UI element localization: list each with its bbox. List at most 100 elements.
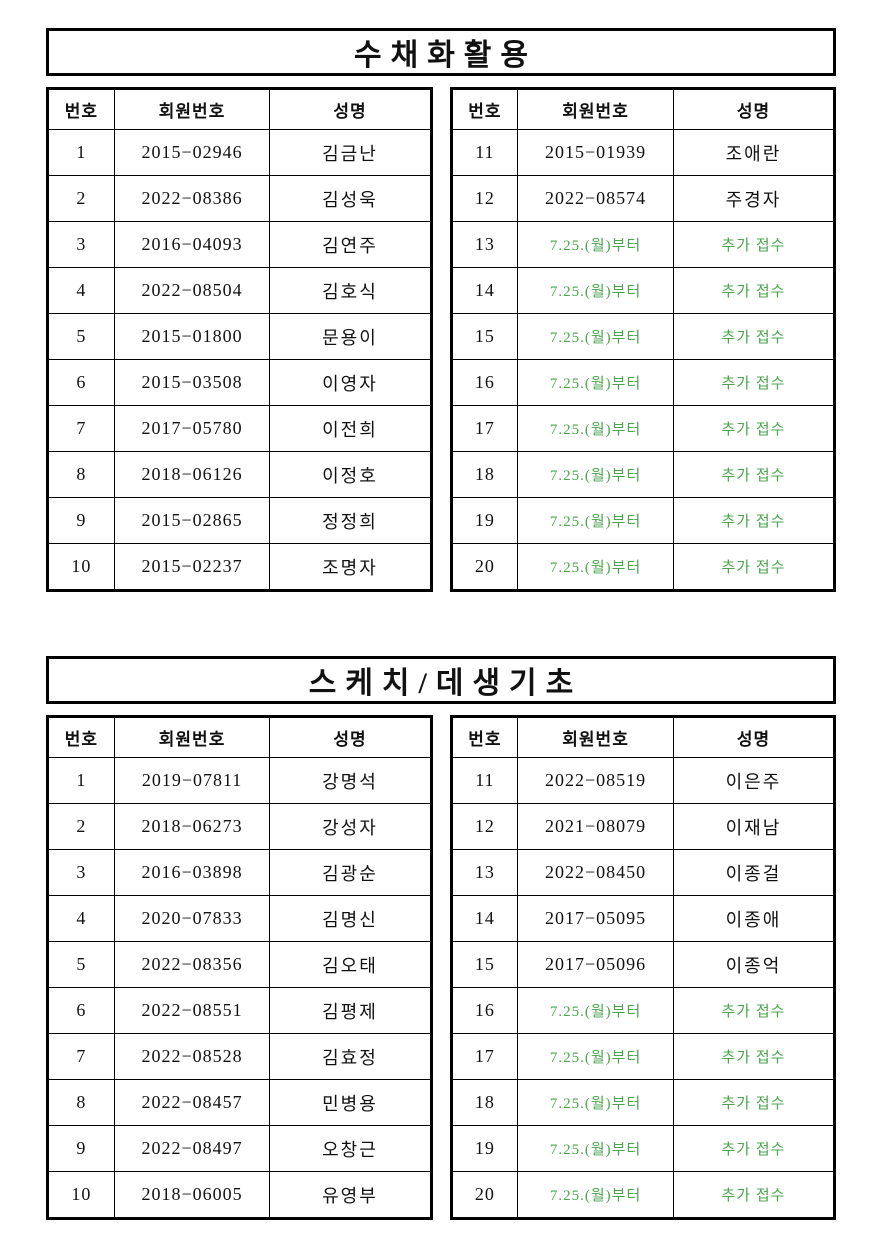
table-row: 3 2016−04093 김연주 [47,221,432,268]
table-row: 1 2015−02946 김금난 [47,129,432,176]
row-number-cell: 11 [450,757,519,804]
row-number-cell: 1 [47,757,115,804]
member-number-cell: 2022−08504 [113,267,271,314]
name-cell: 조애란 [672,129,836,176]
table-row: 7 2022−08528 김효정 [47,1033,432,1080]
table-row: 13 2022−08450 이종걸 [450,849,836,896]
row-number-cell: 7 [47,405,115,452]
row-number-cell: 8 [47,451,115,498]
row-number-cell: 14 [450,895,519,942]
member-number-cell: 2017−05095 [517,895,674,942]
name-cell: 김호식 [269,267,432,314]
name-cell: 추가 접수 [672,405,836,452]
table-row: 12 2021−08079 이재남 [450,803,836,850]
roster-tables: 번호 회원번호 성명 1 2019−07811 강명석 2 2018−06273 강성자 3… [46,715,836,1220]
name-cell: 이영자 [269,359,432,406]
member-number-cell: 2022−08551 [113,987,271,1034]
name-cell: 강명석 [269,757,432,804]
member-number-cell: 2015−01939 [517,129,674,176]
header-row: 번호 회원번호 성명 [47,716,432,758]
member-number-cell: 2015−02237 [113,543,271,591]
col-header-number: 번호 [47,88,115,130]
table-row: 6 2022−08551 김평제 [47,987,432,1034]
row-number-cell: 19 [450,497,519,544]
table-row: 19 7.25.(월)부터 추가 접수 [450,497,836,544]
name-cell: 강성자 [269,803,432,850]
table-row: 14 7.25.(월)부터 추가 접수 [450,267,836,314]
table-row: 5 2022−08356 김오태 [47,941,432,988]
table-row: 10 2018−06005 유영부 [47,1171,432,1219]
member-number-cell: 2015−02865 [113,497,271,544]
member-number-cell: 2022−08450 [517,849,674,896]
table-row: 19 7.25.(월)부터 추가 접수 [450,1125,836,1172]
row-number-cell: 11 [450,129,519,176]
name-cell: 김효정 [269,1033,432,1080]
col-header-number: 번호 [450,88,519,130]
row-number-cell: 5 [47,313,115,360]
name-cell: 이종걸 [672,849,836,896]
row-number-cell: 2 [47,803,115,850]
row-number-cell: 6 [47,359,115,406]
table-row: 11 2015−01939 조애란 [450,129,836,176]
member-number-cell: 7.25.(월)부터 [517,1079,674,1126]
name-cell: 조명자 [269,543,432,591]
name-cell: 추가 접수 [672,543,836,591]
table-row: 12 2022−08574 주경자 [450,175,836,222]
table-row: 15 7.25.(월)부터 추가 접수 [450,313,836,360]
name-cell: 유영부 [269,1171,432,1219]
member-number-cell: 2022−08386 [113,175,271,222]
row-number-cell: 14 [450,267,519,314]
table-row: 9 2022−08497 오창근 [47,1125,432,1172]
row-number-cell: 18 [450,451,519,498]
member-number-cell: 7.25.(월)부터 [517,1171,674,1219]
row-number-cell: 6 [47,987,115,1034]
col-header-number: 번호 [450,716,519,758]
row-number-cell: 20 [450,1171,519,1219]
table-row: 18 7.25.(월)부터 추가 접수 [450,1079,836,1126]
table-row: 4 2020−07833 김명신 [47,895,432,942]
roster-table-left: 번호 회원번호 성명 1 2019−07811 강명석 2 2018−06273 강성자 3… [46,715,433,1220]
member-number-cell: 2020−07833 [113,895,271,942]
name-cell: 문용이 [269,313,432,360]
section-sketch-basics: 스케치/데생기초 번호 회원번호 성명 1 2019−07811 강명석 2 2018−… [46,656,836,1220]
name-cell: 김금난 [269,129,432,176]
header-row: 번호 회원번호 성명 [47,88,432,130]
name-cell: 이은주 [672,757,836,804]
table-row: 15 2017−05096 이종억 [450,941,836,988]
section-title: 수채화활용 [354,39,537,72]
roster-table-right: 번호 회원번호 성명 11 2022−08519 이은주 12 2021−08079 이재… [449,715,836,1220]
col-header-name: 성명 [269,88,432,130]
row-number-cell: 12 [450,803,519,850]
name-cell: 김성욱 [269,175,432,222]
member-number-cell: 7.25.(월)부터 [517,1125,674,1172]
member-number-cell: 2016−03898 [113,849,271,896]
member-number-cell: 7.25.(월)부터 [517,267,674,314]
row-number-cell: 2 [47,175,115,222]
table-row: 20 7.25.(월)부터 추가 접수 [450,1171,836,1219]
table-row: 2 2018−06273 강성자 [47,803,432,850]
row-number-cell: 18 [450,1079,519,1126]
name-cell: 추가 접수 [672,267,836,314]
row-number-cell: 13 [450,849,519,896]
col-header-member-number: 회원번호 [113,88,271,130]
header-row: 번호 회원번호 성명 [450,88,836,130]
member-number-cell: 2018−06005 [113,1171,271,1219]
table-row: 7 2017−05780 이전희 [47,405,432,452]
name-cell: 김오태 [269,941,432,988]
name-cell: 김평제 [269,987,432,1034]
table-row: 2 2022−08386 김성욱 [47,175,432,222]
row-number-cell: 15 [450,941,519,988]
row-number-cell: 3 [47,849,115,896]
member-number-cell: 2017−05780 [113,405,271,452]
table-row: 8 2018−06126 이정호 [47,451,432,498]
row-number-cell: 3 [47,221,115,268]
row-number-cell: 1 [47,129,115,176]
row-number-cell: 10 [47,543,115,591]
section-watercolor: 수채화활용 번호 회원번호 성명 1 2015−02946 김금난 2 2022−083… [46,28,836,592]
table-row: 8 2022−08457 민병용 [47,1079,432,1126]
name-cell: 추가 접수 [672,313,836,360]
roster-table-left: 번호 회원번호 성명 1 2015−02946 김금난 2 2022−08386 김성욱 3… [46,87,433,592]
member-number-cell: 2015−01800 [113,313,271,360]
table-row: 1 2019−07811 강명석 [47,757,432,804]
row-number-cell: 10 [47,1171,115,1219]
